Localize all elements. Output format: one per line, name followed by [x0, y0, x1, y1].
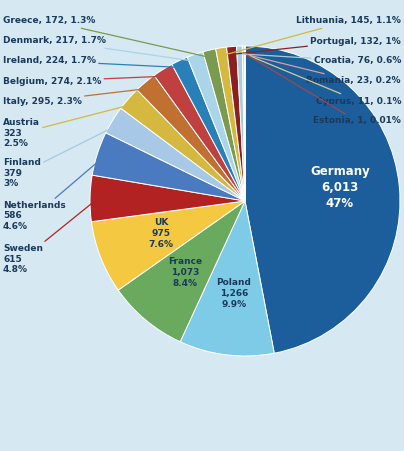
Text: Poland
1,266
9.9%: Poland 1,266 9.9%	[217, 278, 251, 309]
Text: Lithuania, 145, 1.1%: Lithuania, 145, 1.1%	[225, 17, 401, 55]
Wedge shape	[244, 46, 245, 201]
Wedge shape	[227, 46, 245, 201]
Wedge shape	[242, 46, 245, 201]
Text: Italy, 295, 2.3%: Italy, 295, 2.3%	[3, 88, 147, 106]
Wedge shape	[154, 64, 245, 201]
Wedge shape	[180, 201, 274, 356]
Wedge shape	[118, 201, 245, 342]
Wedge shape	[237, 46, 245, 201]
Wedge shape	[172, 57, 245, 201]
Wedge shape	[245, 46, 400, 353]
Text: Croatia, 76, 0.6%: Croatia, 76, 0.6%	[242, 54, 401, 65]
Text: Cyprus, 11, 0.1%: Cyprus, 11, 0.1%	[247, 55, 401, 106]
Wedge shape	[187, 52, 245, 201]
Wedge shape	[106, 108, 245, 201]
Text: Germany
6,013
47%: Germany 6,013 47%	[310, 166, 370, 211]
Text: Finland
379
3%: Finland 379 3%	[3, 125, 117, 188]
Text: Romania, 23, 0.2%: Romania, 23, 0.2%	[246, 55, 401, 86]
Wedge shape	[203, 49, 245, 201]
Text: France
1,073
8.4%: France 1,073 8.4%	[168, 257, 202, 288]
Text: Sweden
615
4.8%: Sweden 615 4.8%	[3, 200, 96, 274]
Wedge shape	[137, 75, 245, 201]
Text: Estonia, 1, 0.01%: Estonia, 1, 0.01%	[247, 55, 401, 125]
Wedge shape	[90, 175, 245, 222]
Wedge shape	[121, 90, 245, 201]
Text: Denmark, 217, 1.7%: Denmark, 217, 1.7%	[3, 37, 195, 61]
Text: Ireland, 224, 1.7%: Ireland, 224, 1.7%	[3, 56, 180, 67]
Text: UK
975
7.6%: UK 975 7.6%	[149, 218, 174, 249]
Text: Greece, 172, 1.3%: Greece, 172, 1.3%	[3, 17, 208, 57]
Wedge shape	[92, 133, 245, 201]
Text: Netherlands
586
4.6%: Netherlands 586 4.6%	[3, 158, 103, 231]
Wedge shape	[216, 47, 245, 201]
Text: Belgium, 274, 2.1%: Belgium, 274, 2.1%	[3, 76, 164, 86]
Wedge shape	[91, 201, 245, 290]
Text: Portugal, 132, 1%: Portugal, 132, 1%	[235, 37, 401, 54]
Text: Austria
323
2.5%: Austria 323 2.5%	[3, 105, 132, 148]
